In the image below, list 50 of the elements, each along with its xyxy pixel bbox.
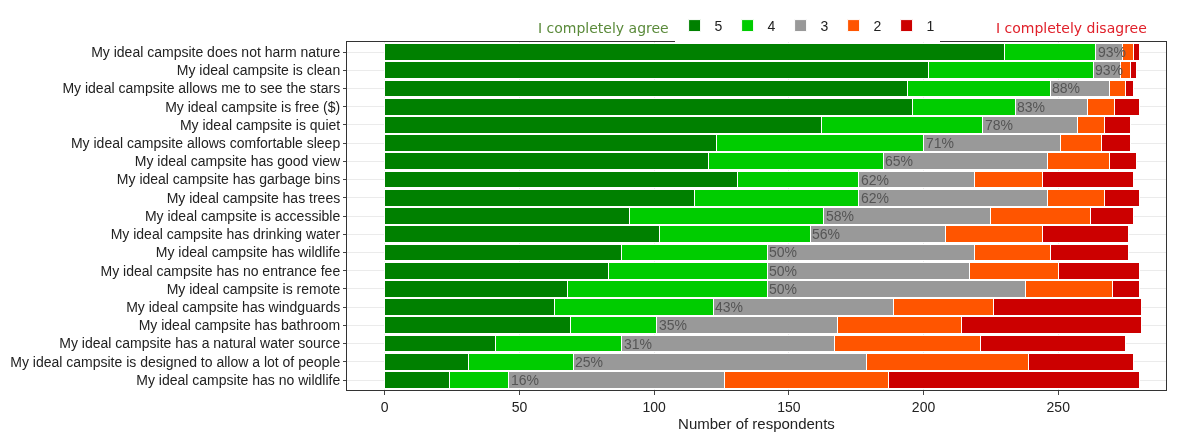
y-tick-label: My ideal campsite has windguards <box>126 299 341 316</box>
y-tick-label: My ideal campsite is accessible <box>144 207 341 224</box>
y-tick-label: My ideal campsite is clean <box>176 62 341 79</box>
y-tick-label: My ideal campsite is free ($) <box>165 98 341 115</box>
x-tick-label: 250 <box>1046 398 1071 415</box>
annotation: 65% <box>885 153 914 169</box>
y-tick-label: My ideal campsite allows me to see the stars <box>62 80 341 97</box>
y-tick-label: My ideal campsite has good view <box>134 153 342 170</box>
y-tick-label: My ideal campsite is designed to allow a lot of people <box>10 353 341 370</box>
x-tick-label: 0 <box>380 398 389 415</box>
annotation: 88% <box>1052 80 1081 96</box>
y-tick-label: My ideal campsite allows comfortable sleep <box>70 135 341 152</box>
y-tick-label: My ideal campsite is quiet <box>179 116 341 133</box>
x-tick-label: 50 <box>511 398 528 415</box>
y-tick-label: My ideal campsite does not harm nature <box>91 43 341 60</box>
annotation: 31% <box>624 336 653 352</box>
text: I completely agree <box>538 20 669 36</box>
y-tick-label: My ideal campsite has no wildlife <box>136 371 341 388</box>
legend-label: 1 <box>926 18 935 35</box>
y-tick-label: My ideal campsite is remote <box>166 280 341 297</box>
y-tick-label: My ideal campsite has bathroom <box>138 317 341 334</box>
annotation: 62% <box>861 190 890 206</box>
y-tick-label: My ideal campsite has a natural water source <box>59 335 341 352</box>
x-axis-title: Number of respondents <box>678 414 835 432</box>
x-tick-label: 200 <box>911 398 936 415</box>
x-tick-label: 100 <box>642 398 667 415</box>
annotation: 62% <box>861 172 890 188</box>
legend-label: 4 <box>767 18 776 35</box>
annotation: 58% <box>826 208 855 224</box>
y-tick-label: My ideal campsite has trees <box>166 189 341 206</box>
x-tick-label: 150 <box>777 398 801 415</box>
y-tick-label: My ideal campsite has wildlife <box>155 244 341 261</box>
annotation: 25% <box>575 354 604 370</box>
annotation: 16% <box>511 372 540 388</box>
annotation: 50% <box>769 281 798 297</box>
y-tick-label: My ideal campsite has garbage bins <box>116 171 341 188</box>
y-tick-label: My ideal campsite has drinking water <box>110 226 341 243</box>
text: I completely disagree <box>996 20 1147 36</box>
annotation: 71% <box>926 135 955 151</box>
annotation: 43% <box>715 299 744 315</box>
annotation: 50% <box>769 244 798 260</box>
legend-label: 3 <box>820 18 829 35</box>
annotation: 83% <box>1017 99 1046 115</box>
annotation: 35% <box>659 317 688 333</box>
y-tick-label: My ideal campsite has no entrance fee <box>100 262 341 279</box>
annotation: 50% <box>769 263 798 279</box>
legend-label: 2 <box>873 18 882 35</box>
annotation: 56% <box>812 226 841 242</box>
legend-label: 5 <box>714 18 723 35</box>
annotation: 78% <box>985 117 1014 133</box>
